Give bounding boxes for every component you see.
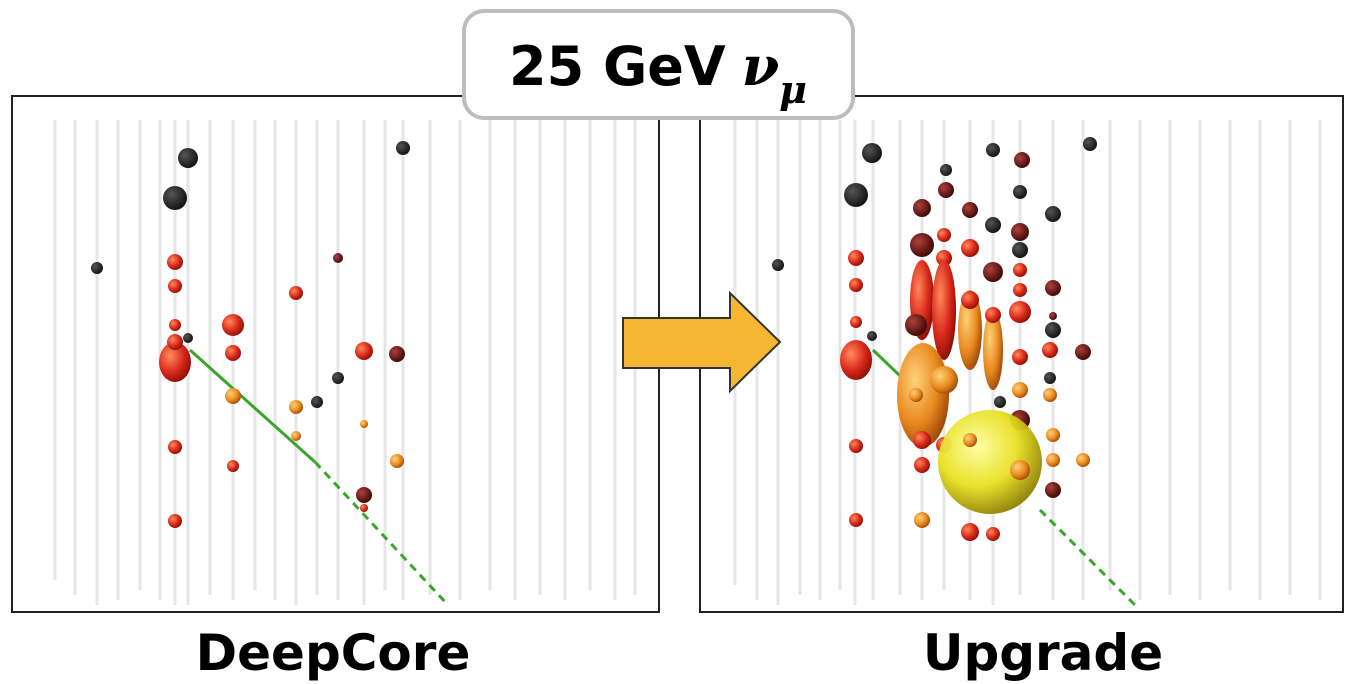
panel-label: DeepCore bbox=[196, 624, 471, 682]
figure: 25 GeV νμ DeepCore Upgrade bbox=[0, 0, 1345, 684]
panel-label: Upgrade bbox=[923, 624, 1163, 682]
event-displays: 25 GeV νμ DeepCore Upgrade bbox=[0, 0, 1345, 684]
panel-frame bbox=[12, 96, 659, 612]
title-symbol: ν bbox=[742, 34, 779, 98]
title-subscript: μ bbox=[779, 67, 807, 112]
title-main: 25 GeV bbox=[509, 35, 726, 98]
